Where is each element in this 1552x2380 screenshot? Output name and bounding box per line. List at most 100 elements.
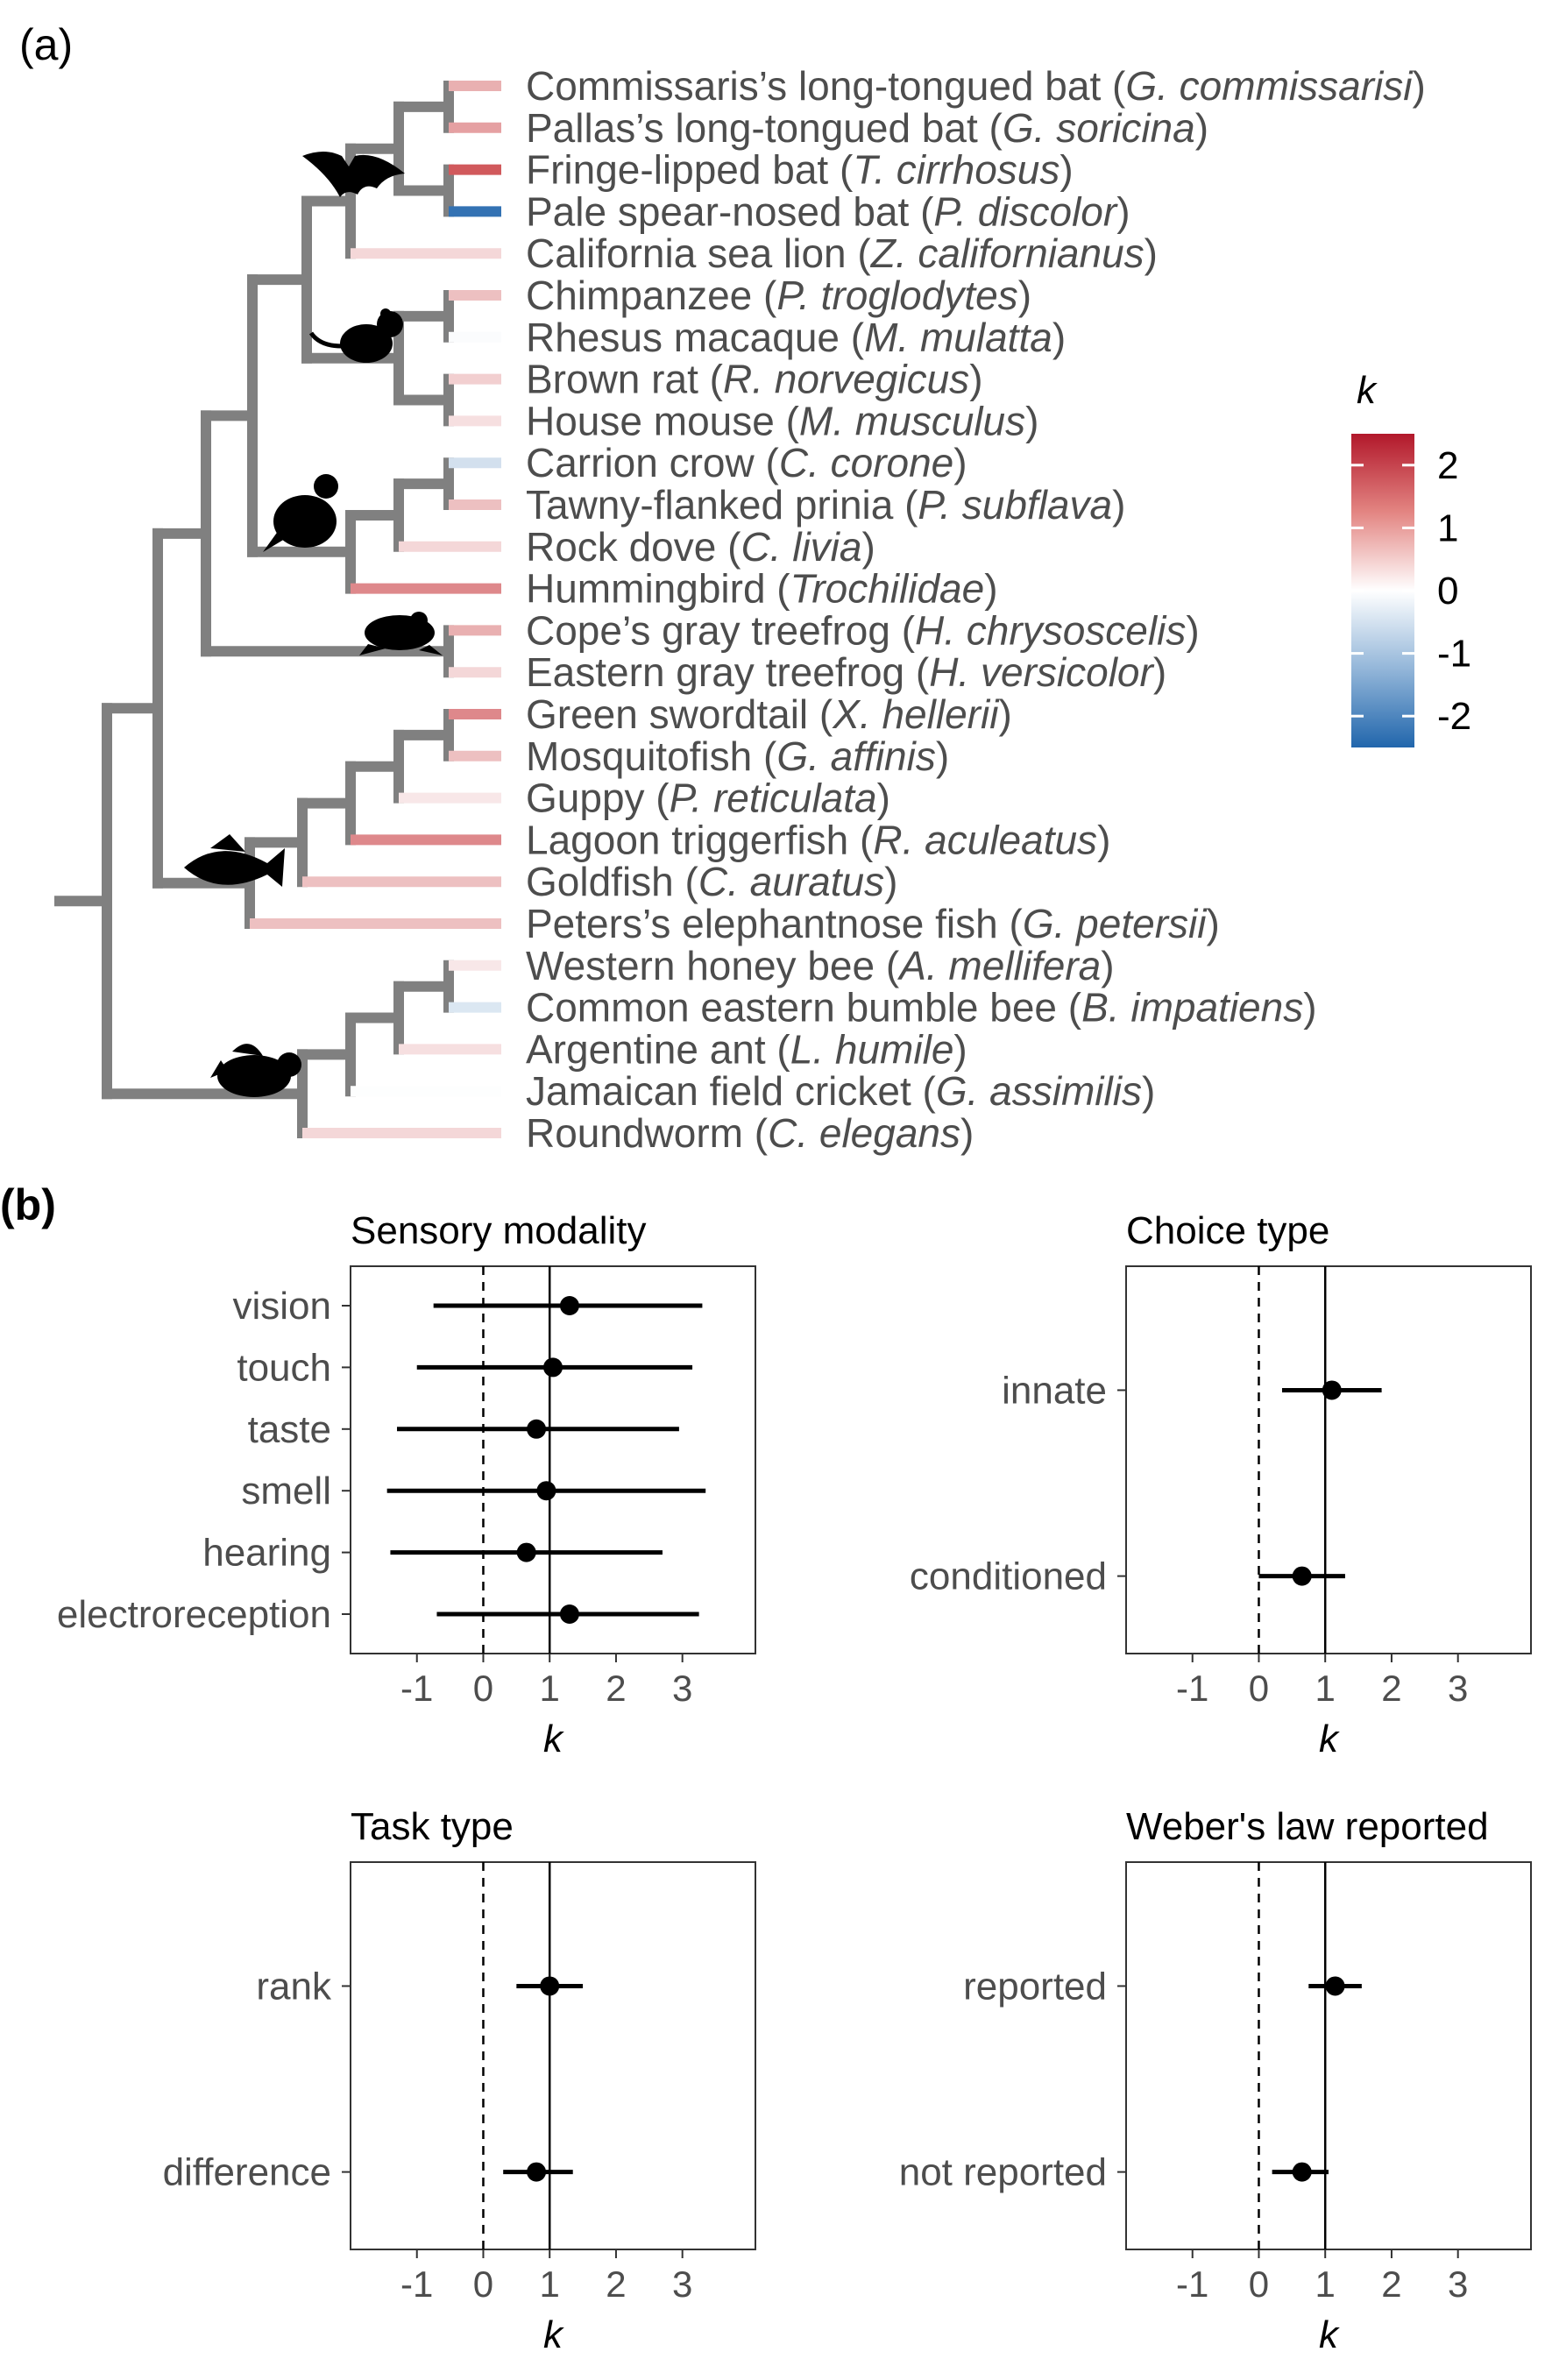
point-estimate [516, 1542, 536, 1562]
legend-tick-label: 1 [1437, 506, 1458, 549]
forest-panel: Choice type innate conditioned -1 0 1 2 3 k [910, 1209, 1532, 1760]
tip-label: Brown rat (R. norvegicus) [526, 357, 983, 402]
tip-common-name: Roundworm ( [526, 1110, 769, 1156]
tip-scientific-name: C. elegans [768, 1110, 960, 1156]
tip-scientific-name: C. livia [741, 524, 861, 570]
tip-paren: ) [1142, 1068, 1155, 1114]
taxon-silhouettes [184, 152, 443, 1097]
x-tick-label: 2 [606, 1668, 626, 1709]
category-label: vision [233, 1285, 332, 1328]
tip-common-name: Chimpanzee ( [526, 273, 777, 318]
tip-scientific-name: Z. californianus [870, 230, 1145, 276]
tip-common-name: Brown rat ( [526, 357, 724, 402]
tip-common-name: Common eastern bumble bee ( [526, 985, 1082, 1031]
category-label: electroreception [57, 1593, 331, 1636]
panel-b-label: (b) [0, 1180, 56, 1229]
tip-common-name: Guppy ( [526, 776, 670, 821]
phylogenetic-tree [54, 81, 501, 1138]
tip-common-name: Eastern gray treefrog ( [526, 649, 930, 695]
x-tick-label: -1 [1176, 2263, 1208, 2305]
tip-label: Commissaris’s long-tongued bat (G. commi… [526, 63, 1426, 109]
tip-paren: ) [1116, 188, 1130, 234]
tip-paren: ) [1145, 230, 1158, 276]
tip-scientific-name: H. versicolor [929, 649, 1154, 695]
x-axis-label: k [1319, 1718, 1340, 1760]
tip-common-name: Fringe-lipped bat ( [526, 147, 854, 193]
point-estimate [1292, 1566, 1312, 1586]
tip-scientific-name: R. aculeatus [873, 817, 1097, 862]
panel-title: Choice type [1126, 1209, 1329, 1252]
tip-scientific-name: R. norvegicus [723, 357, 969, 402]
x-tick-label: 1 [1315, 1668, 1336, 1709]
tip-common-name: Pallas’s long-tongued bat ( [526, 105, 1003, 151]
tip-scientific-name: X. hellerii [832, 691, 1000, 737]
tip-labels: Commissaris’s long-tongued bat (G. commi… [526, 63, 1426, 1156]
point-estimate [1325, 1976, 1345, 1996]
tip-scientific-name: A. mellifera [896, 943, 1101, 988]
category-label: difference [163, 2151, 331, 2194]
panel-a-label: (a) [19, 20, 73, 69]
frog-silhouette [359, 612, 443, 655]
legend-title: k [1357, 369, 1378, 412]
tip-common-name: Western honey bee ( [526, 943, 900, 988]
tip-label: Common eastern bumble bee (B. impatiens) [526, 985, 1317, 1031]
tip-label: Fringe-lipped bat (T. cirrhosus) [526, 147, 1074, 193]
point-estimate [536, 1481, 556, 1501]
x-tick-label: 3 [1448, 1668, 1468, 1709]
tip-scientific-name: C. auratus [698, 859, 884, 904]
x-tick-label: 0 [473, 1668, 493, 1709]
point-estimate [540, 1976, 560, 1996]
legend-ticks: 2 1 0 -1 -2 [1351, 444, 1471, 738]
tip-scientific-name: G. assimilis [936, 1068, 1142, 1114]
tip-label: Lagoon triggerfish (R. aculeatus) [526, 817, 1110, 862]
pigeon-silhouette [263, 474, 338, 552]
tip-scientific-name: G. soricina [1003, 105, 1195, 151]
tip-paren: ) [1153, 649, 1166, 695]
category-label: touch [237, 1346, 331, 1389]
x-tick-label: 1 [540, 1668, 560, 1709]
panel-title: Task type [351, 1805, 514, 1848]
bee-silhouette [210, 1044, 301, 1097]
panel-frame [1125, 1265, 1532, 1654]
tip-paren: ) [1097, 817, 1110, 862]
panel-frame [1125, 1861, 1532, 2250]
tip-label: Pallas’s long-tongued bat (G. soricina) [526, 105, 1208, 151]
x-tick-label: 0 [1249, 2263, 1269, 2305]
tip-label: Rock dove (C. livia) [526, 524, 875, 570]
tip-paren: ) [1206, 901, 1219, 946]
tip-label: Western honey bee (A. mellifera) [526, 943, 1115, 988]
panel-frame [350, 1861, 756, 2250]
point-estimate [527, 1419, 547, 1439]
forest-panel: Task type rank difference -1 0 1 2 3 k [163, 1805, 756, 2356]
tip-paren: ) [1303, 985, 1316, 1031]
tip-label: Hummingbird (Trochilidae) [526, 566, 998, 612]
category-label: taste [248, 1408, 331, 1451]
tip-common-name: Cope’s gray treefrog ( [526, 607, 916, 653]
tip-scientific-name: T. cirrhosus [853, 147, 1059, 193]
tip-label: Peters’s elephantnose fish (G. petersii) [526, 901, 1220, 946]
tip-label: Cope’s gray treefrog (H. chrysoscelis) [526, 607, 1200, 653]
tip-common-name: Green swordtail ( [526, 691, 833, 737]
tip-paren: ) [1195, 105, 1208, 151]
tip-scientific-name: B. impatiens [1081, 985, 1303, 1031]
x-tick-label: 2 [606, 2263, 626, 2305]
tip-paren: ) [1101, 943, 1114, 988]
x-tick-label: -1 [400, 1668, 433, 1709]
tip-paren: ) [861, 524, 875, 570]
tip-label: Argentine ant (L. humile) [526, 1026, 967, 1072]
forest-plot-panels: Sensory modality vision touch taste smell hea… [57, 1209, 1532, 2356]
tip-paren: ) [1412, 63, 1425, 109]
x-tick-label: 2 [1381, 1668, 1401, 1709]
category-label: conditioned [910, 1555, 1107, 1598]
tip-scientific-name: H. chrysoscelis [915, 607, 1186, 653]
tip-label: California sea lion (Z. californianus) [526, 230, 1158, 276]
category-label: not reported [899, 2151, 1107, 2194]
tip-common-name: California sea lion ( [526, 230, 871, 276]
tip-label: Roundworm (C. elegans) [526, 1110, 974, 1156]
tip-common-name: Hummingbird ( [526, 566, 790, 612]
x-tick-label: 3 [1448, 2263, 1468, 2305]
category-label: smell [241, 1470, 331, 1512]
tip-label: Pale spear-nosed bat (P. discolor) [526, 188, 1130, 234]
forest-panel: Sensory modality vision touch taste smell hea… [57, 1209, 756, 1760]
